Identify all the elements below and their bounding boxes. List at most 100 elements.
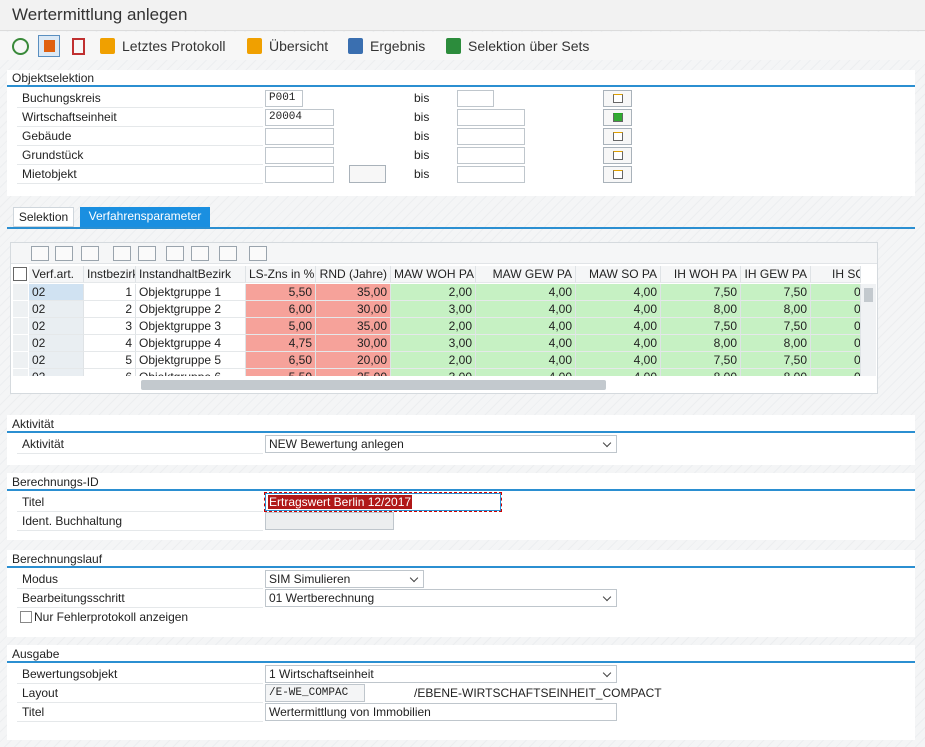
table-tool-button[interactable] bbox=[81, 246, 99, 261]
dropdown[interactable]: SIM Simulieren bbox=[265, 570, 424, 588]
table-cell: 4,00 bbox=[576, 301, 661, 318]
input-field[interactable]: Wertermittlung von Immobilien bbox=[265, 703, 617, 721]
row-selector[interactable] bbox=[13, 301, 28, 318]
input-field[interactable] bbox=[265, 512, 394, 530]
table-tool-button[interactable] bbox=[31, 246, 49, 261]
row-selector[interactable] bbox=[13, 318, 28, 335]
horizontal-scrollbar[interactable] bbox=[141, 380, 606, 390]
execute-icon[interactable] bbox=[12, 38, 29, 55]
row-selector[interactable] bbox=[13, 284, 28, 301]
table-cell: 7,50 bbox=[661, 318, 741, 335]
row-line bbox=[17, 164, 263, 165]
dropdown[interactable]: 01 Wertberechnung bbox=[265, 589, 617, 607]
field-label: Layout bbox=[22, 686, 58, 700]
row-selector[interactable] bbox=[13, 352, 28, 369]
table-panel: Verf.art.InstbezirkInstandhaltBezirkLS-Z… bbox=[10, 242, 878, 394]
info-icon[interactable] bbox=[72, 38, 85, 55]
multiple-selection-button[interactable] bbox=[603, 109, 632, 126]
table-cell: 25,00 bbox=[316, 369, 391, 376]
row-line bbox=[17, 107, 263, 108]
table-tool-button[interactable] bbox=[113, 246, 131, 261]
dropdown[interactable]: NEW Bewertung anlegen bbox=[265, 435, 617, 453]
button-icon bbox=[613, 132, 623, 141]
section-heading: Aktivität bbox=[12, 417, 54, 431]
table-cell: 02 bbox=[29, 301, 84, 318]
button-icon bbox=[613, 151, 623, 160]
field-label: Mietobjekt bbox=[22, 167, 77, 181]
toolbar-button[interactable]: Ergebnis bbox=[370, 38, 425, 54]
row-line bbox=[17, 145, 263, 146]
to-input[interactable] bbox=[457, 109, 525, 126]
row-selector[interactable] bbox=[13, 369, 28, 376]
column-header: MAW WOH PA bbox=[391, 266, 476, 283]
toolbar-button[interactable]: Übersicht bbox=[269, 38, 328, 54]
multiple-selection-button[interactable] bbox=[603, 147, 632, 164]
multiple-selection-button[interactable] bbox=[603, 90, 632, 107]
input-field[interactable]: Ertragswert Berlin 12/2017 bbox=[265, 493, 501, 511]
table-cell: 0,00 bbox=[811, 335, 861, 352]
checkbox[interactable] bbox=[20, 611, 32, 623]
column-header: IH GEW PA bbox=[741, 266, 811, 283]
selected-text: Ertragswert Berlin 12/2017 bbox=[268, 495, 412, 509]
table-tool-button[interactable] bbox=[219, 246, 237, 261]
column-header: Instbezirk bbox=[84, 266, 136, 283]
from-input[interactable] bbox=[265, 166, 334, 183]
toolbar-icon[interactable] bbox=[100, 38, 115, 54]
table-cell: 0,00 bbox=[811, 301, 861, 318]
row-line bbox=[17, 702, 263, 703]
from-input[interactable] bbox=[265, 147, 334, 164]
input-field[interactable]: /E-WE_COMPAC bbox=[265, 684, 365, 702]
tab[interactable]: Verfahrensparameter bbox=[80, 207, 210, 227]
to-input[interactable] bbox=[457, 166, 525, 183]
scroll-thumb[interactable] bbox=[864, 288, 873, 302]
toolbar-button[interactable]: Selektion über Sets bbox=[468, 38, 589, 54]
table-cell: 5,00 bbox=[246, 318, 316, 335]
bis-label: bis bbox=[414, 167, 429, 181]
row-line bbox=[17, 511, 263, 512]
table-tool-button[interactable] bbox=[249, 246, 267, 261]
table-tool-button[interactable] bbox=[166, 246, 184, 261]
field-label: Bewertungsobjekt bbox=[22, 667, 117, 681]
table-cell: 30,00 bbox=[316, 335, 391, 352]
row-selector[interactable] bbox=[13, 335, 28, 352]
multiple-selection-button[interactable] bbox=[603, 166, 632, 183]
button-icon bbox=[613, 170, 623, 179]
table-cell: 1 bbox=[84, 284, 136, 301]
toolbar-icon[interactable] bbox=[348, 38, 363, 54]
table-cell: 7,50 bbox=[741, 284, 811, 301]
field-label: Ident. Buchhaltung bbox=[22, 514, 122, 528]
field-label: Modus bbox=[22, 572, 58, 586]
table-cell: 3,00 bbox=[391, 369, 476, 376]
table-cell: Objektgruppe 1 bbox=[136, 284, 246, 301]
from-input[interactable]: P001 bbox=[265, 90, 303, 107]
toolbar-icon[interactable] bbox=[446, 38, 461, 54]
toolbar-icon[interactable] bbox=[247, 38, 262, 54]
select-all[interactable] bbox=[13, 267, 27, 281]
search-help-button[interactable] bbox=[349, 165, 386, 183]
table-tool-button[interactable] bbox=[191, 246, 209, 261]
table-tool-button[interactable] bbox=[55, 246, 73, 261]
table-body: 021Objektgruppe 15,5035,002,004,004,007,… bbox=[11, 284, 861, 376]
tab[interactable]: Selektion bbox=[13, 207, 74, 227]
table-cell: Objektgruppe 2 bbox=[136, 301, 246, 318]
table-cell: 6,00 bbox=[246, 301, 316, 318]
multiple-selection-button[interactable] bbox=[603, 128, 632, 145]
column-header: IH SO PA bbox=[811, 266, 861, 283]
to-input[interactable] bbox=[457, 147, 525, 164]
table-cell: 3 bbox=[84, 318, 136, 335]
table-cell: 35,00 bbox=[316, 284, 391, 301]
row-line bbox=[17, 183, 263, 184]
from-input[interactable] bbox=[265, 128, 334, 145]
variant-icon[interactable] bbox=[38, 35, 60, 57]
from-input[interactable]: 20004 bbox=[265, 109, 334, 126]
table-cell: 7,50 bbox=[661, 352, 741, 369]
to-input[interactable] bbox=[457, 128, 525, 145]
toolbar-button[interactable]: Letztes Protokoll bbox=[122, 38, 226, 54]
section-line bbox=[7, 489, 915, 491]
table-cell: 4,00 bbox=[576, 335, 661, 352]
dropdown[interactable]: 1 Wirtschaftseinheit bbox=[265, 665, 617, 683]
to-input[interactable] bbox=[457, 90, 494, 107]
row-line bbox=[17, 588, 263, 589]
table-tool-button[interactable] bbox=[138, 246, 156, 261]
